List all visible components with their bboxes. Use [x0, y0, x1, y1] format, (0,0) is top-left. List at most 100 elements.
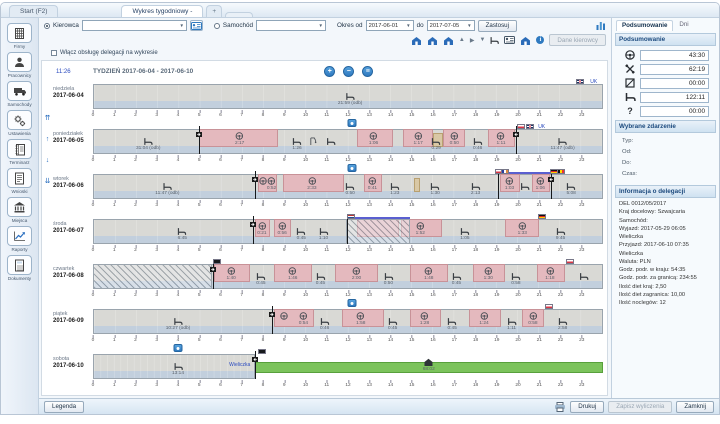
- driver-combo[interactable]: ▼: [81, 20, 187, 31]
- printer-icon[interactable]: [554, 401, 566, 412]
- driving-icon[interactable]: 0:21: [257, 222, 267, 236]
- day-bar[interactable]: 11:47 (odb) 0:52 2:33 0:50 0:41 1:23 1:30 2:13 1…: [93, 164, 603, 199]
- driving-icon[interactable]: 1:24: [479, 312, 489, 326]
- driving-icon[interactable]: 1:03: [505, 177, 514, 191]
- rest-icon[interactable]: 1:11: [507, 318, 516, 331]
- segment-driving[interactable]: [356, 129, 393, 147]
- rest-icon[interactable]: [579, 273, 589, 280]
- sidebar-item-wnioski[interactable]: Wnioski: [7, 168, 32, 194]
- card-out-marker[interactable]: [251, 351, 258, 379]
- chart-view-icon[interactable]: [596, 21, 606, 30]
- rest-icon[interactable]: 0:45: [316, 273, 325, 286]
- rest-icon[interactable]: 9:45: [556, 228, 565, 241]
- scroll-up-icon[interactable]: ▲: [458, 37, 465, 43]
- rest-icon[interactable]: 0:46: [473, 138, 482, 151]
- driving-icon[interactable]: 1:33: [518, 222, 527, 236]
- scroll-top-chevron[interactable]: ⇈: [44, 115, 51, 122]
- day-bar[interactable]: 6:45 0:21 0:56 0:45 1:10 1:52 1:05 1:33 9:45: [93, 214, 603, 244]
- driver-card-icon[interactable]: [504, 36, 516, 44]
- legend-button[interactable]: Legenda: [44, 400, 85, 413]
- scroll-down-chevron[interactable]: ↓: [45, 157, 50, 164]
- driving-icon[interactable]: 1:18: [545, 267, 555, 281]
- rest-icon[interactable]: 1:26: [292, 138, 302, 151]
- country-flag-uk[interactable]: [525, 124, 534, 129]
- segment-driving[interactable]: [257, 174, 277, 192]
- driving-icon[interactable]: 0:56: [277, 222, 287, 236]
- driving-icon[interactable]: 1:30: [484, 267, 493, 281]
- rest-icon[interactable]: 1:05: [460, 228, 470, 241]
- driving-icon[interactable]: [280, 312, 288, 320]
- hotel-icon[interactable]: 68:02: [423, 358, 435, 372]
- rest-icon[interactable]: 2:13: [471, 183, 480, 196]
- driving-icon[interactable]: 1:06: [536, 177, 545, 191]
- driving-icon[interactable]: 2:33: [307, 177, 317, 191]
- zoom-in-button[interactable]: +: [324, 66, 336, 77]
- tab-weekly-chart[interactable]: Wykres tygodniowy -: [121, 5, 204, 17]
- rest-icon[interactable]: 11:47 (odb): [551, 138, 575, 151]
- vehicle-radio[interactable]: [213, 22, 220, 29]
- driver-card-preview-button[interactable]: [189, 20, 203, 31]
- vehicle-combo[interactable]: ▼: [256, 20, 327, 31]
- driving-icon[interactable]: 1:11: [497, 132, 505, 146]
- delegation-checkbox[interactable]: [51, 50, 57, 56]
- card-in-marker[interactable]: [268, 306, 275, 334]
- country-flag-pl[interactable]: [517, 124, 526, 129]
- rest-icon[interactable]: [521, 183, 530, 190]
- rest-icon[interactable]: 0:45: [447, 318, 457, 331]
- sidebar-item-raporty[interactable]: Raporty: [7, 226, 32, 252]
- country-flag-pl[interactable]: [566, 259, 575, 264]
- driving-icon[interactable]: 0:41: [368, 177, 377, 191]
- day-bar[interactable]: 21:59 (odb) UK: [93, 79, 603, 109]
- driver-data-button[interactable]: Dane kierowcy: [549, 34, 606, 46]
- hotel-middle-icon[interactable]: [427, 36, 438, 45]
- event-divider-line[interactable]: [346, 216, 348, 244]
- rest-icon[interactable]: 1:23: [390, 183, 399, 196]
- day-bar[interactable]: 31:04 (odb) 2:17 1:26 1:06 1:17 0:29 0:50 0:46 1…: [93, 119, 603, 154]
- sidebar-item-dokumenty[interactable]: Dokumenty: [7, 255, 32, 281]
- segment-driving[interactable]: [214, 264, 251, 282]
- driving-icon[interactable]: 0:54: [299, 312, 308, 326]
- driving-icon[interactable]: 1:58: [356, 312, 365, 326]
- country-flag-black[interactable]: [257, 349, 266, 354]
- rest-icon[interactable]: [327, 138, 336, 145]
- segment-work[interactable]: [413, 177, 421, 192]
- rest-icon[interactable]: 0:45: [256, 273, 266, 286]
- driving-icon[interactable]: 2:17: [235, 132, 244, 146]
- sidebar-item-pracownicy[interactable]: Pracownicy: [7, 52, 32, 78]
- day-bar[interactable]: 10:27 (odb) 0:54 0:46 1:58 0:45 1:28 0:45 1:24 1…: [93, 299, 603, 334]
- day-bar[interactable]: 13:14 68:02 Wieliczka: [93, 344, 603, 379]
- sidebar-item-firmy[interactable]: Firmy: [7, 23, 32, 49]
- rest-icon[interactable]: 0:45: [297, 228, 306, 241]
- country-flag-nl[interactable]: [347, 214, 356, 219]
- rest-icon[interactable]: 21:59 (odb): [338, 93, 362, 106]
- driving-icon[interactable]: 1:06: [369, 132, 378, 146]
- tab-new[interactable]: +: [206, 5, 223, 17]
- segment-driving[interactable]: [341, 309, 385, 327]
- segment-driving[interactable]: [283, 174, 344, 192]
- sidebar-item-miejsca[interactable]: Miejsca: [7, 197, 32, 223]
- segment-driving[interactable]: [473, 264, 506, 282]
- tab-dni[interactable]: Dni: [679, 21, 689, 28]
- rest-icon[interactable]: 1:30: [430, 183, 440, 196]
- segment-driving[interactable]: [363, 174, 382, 192]
- segment-driving[interactable]: [409, 309, 442, 327]
- driving-icon[interactable]: 1:17: [413, 132, 423, 146]
- date-from-input[interactable]: 2017-06-01 ▼: [365, 20, 414, 31]
- segment-driving[interactable]: [273, 309, 314, 327]
- segment-driving[interactable]: [499, 174, 521, 192]
- country-flag-be[interactable]: [556, 169, 565, 174]
- tab-start[interactable]: Start (F2): [9, 5, 59, 17]
- rest-icon[interactable]: 31:04 (odb): [136, 138, 161, 151]
- rest-icon[interactable]: 0:45: [452, 273, 461, 286]
- tab-ghost[interactable]: [225, 12, 254, 17]
- sidebar-item-samochody[interactable]: Samochody: [7, 81, 32, 107]
- rest-icon[interactable]: 1:10: [319, 228, 328, 241]
- country-flag-de[interactable]: [538, 214, 547, 219]
- scroll-right-icon[interactable]: ▶: [469, 37, 475, 44]
- segment-driving[interactable]: [488, 129, 515, 147]
- card-out-marker[interactable]: [547, 171, 554, 199]
- delegation-info-icon[interactable]: [347, 119, 357, 127]
- hotel-end-icon[interactable]: [443, 36, 454, 45]
- delegation-info-icon[interactable]: [347, 299, 357, 307]
- segment-no-data[interactable]: [93, 264, 212, 289]
